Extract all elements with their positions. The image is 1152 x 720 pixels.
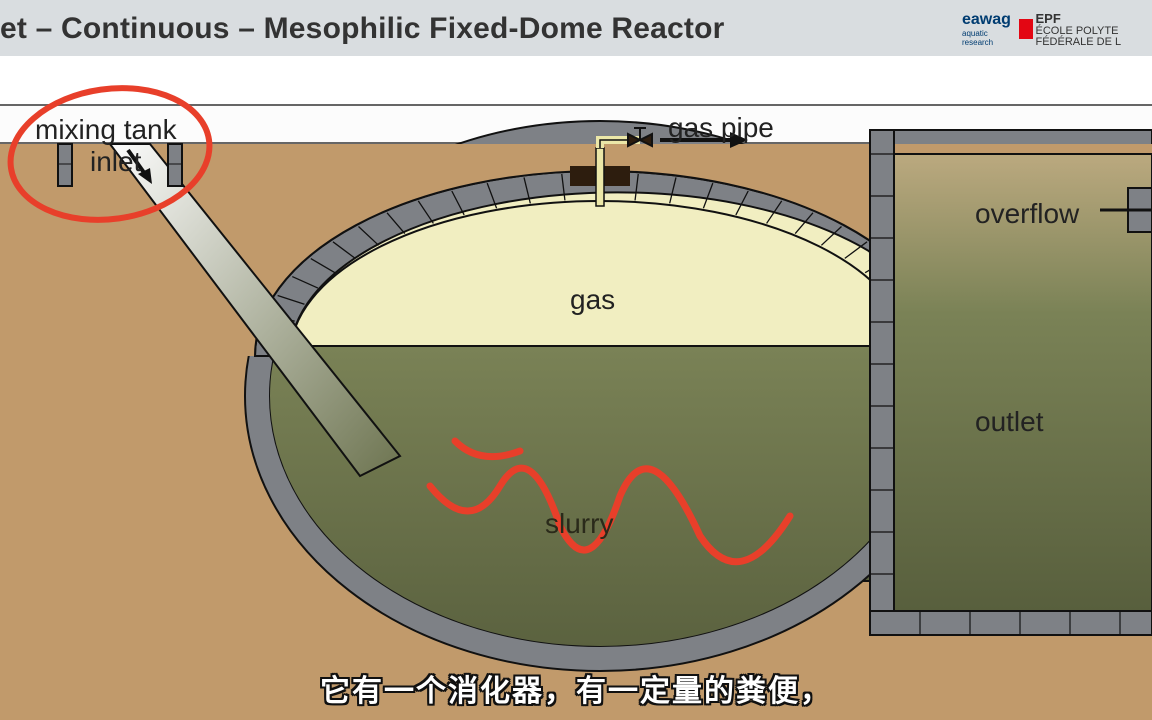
video-subtitle: 它有一个消化器，有一定量的粪便， xyxy=(0,666,1152,710)
reactor-diagram xyxy=(0,56,1152,720)
slide-title: et – Continuous – Mesophilic Fixed-Dome … xyxy=(0,12,725,46)
label-inlet: inlet xyxy=(90,146,141,178)
label-overflow: overflow xyxy=(975,198,1079,230)
epfl-logo: EPF ÉCOLE POLYTE FÉDÉRALE DE L xyxy=(1019,11,1152,48)
label-gas: gas xyxy=(570,284,615,316)
eawag-logo: eawag aquatic research xyxy=(962,11,1011,47)
label-slurry: slurry xyxy=(545,508,613,540)
label-outlet: outlet xyxy=(975,406,1044,438)
label-gas-pipe: gas pipe xyxy=(668,112,774,144)
diagram-area: mixing tank inlet gas pipe gas slurry ou… xyxy=(0,56,1152,720)
logo-cluster: eawag aquatic research EPF ÉCOLE POLYTE … xyxy=(962,4,1152,54)
label-mixing-tank: mixing tank xyxy=(35,114,177,146)
slide-stage: et – Continuous – Mesophilic Fixed-Dome … xyxy=(0,0,1152,720)
